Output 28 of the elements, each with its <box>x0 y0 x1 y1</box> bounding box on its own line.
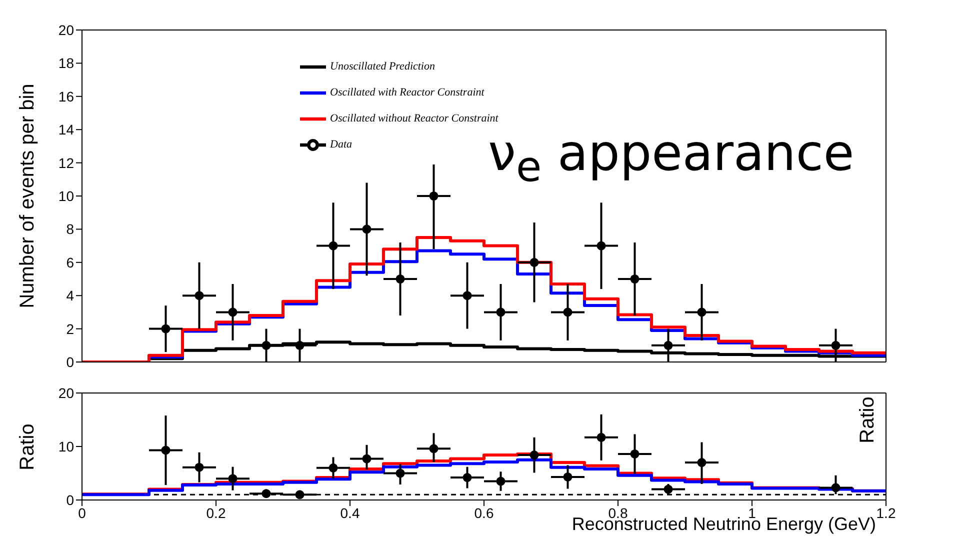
text: ν$_{e}$ appearance <box>488 124 854 193</box>
x-tick-label: 0.6 <box>474 504 494 521</box>
y-tick-label: 20 <box>58 22 74 38</box>
x-tick-label: 1 <box>748 504 756 521</box>
y-tick-label: 0 <box>66 492 74 508</box>
y-tick-label: 20 <box>58 384 74 401</box>
x-tick-label: 0 <box>78 504 86 521</box>
y-axis-title: Number of events per bin <box>16 84 40 308</box>
y-tick-label: 16 <box>58 88 74 104</box>
y-tick-label: 8 <box>66 221 74 238</box>
legend-label: Oscillated with Reactor Constraint <box>330 86 484 99</box>
y-tick-label: 6 <box>66 254 74 270</box>
legend-label: Unoscillated Prediction <box>330 60 435 73</box>
y-tick-label: 14 <box>58 122 74 138</box>
legend-label: Data <box>330 138 352 151</box>
y-tick-label: 2 <box>66 320 74 337</box>
y-tick-label: 10 <box>58 188 74 204</box>
x-tick-label: 0.4 <box>340 504 360 521</box>
y-axis-title: Ratio <box>16 423 40 470</box>
y-tick-label: 0 <box>66 354 74 370</box>
y-tick-label: 4 <box>66 288 74 304</box>
y-tick-label: 10 <box>58 438 74 454</box>
x-tick-label: 1.2 <box>876 504 896 521</box>
y-tick-label: 18 <box>58 55 74 72</box>
x-tick-label: 0.2 <box>206 504 226 521</box>
legend-label: Oscillated without Reactor Constraint <box>330 112 498 125</box>
annotation: Ratio <box>856 396 880 444</box>
y-tick-label: 12 <box>58 154 74 171</box>
